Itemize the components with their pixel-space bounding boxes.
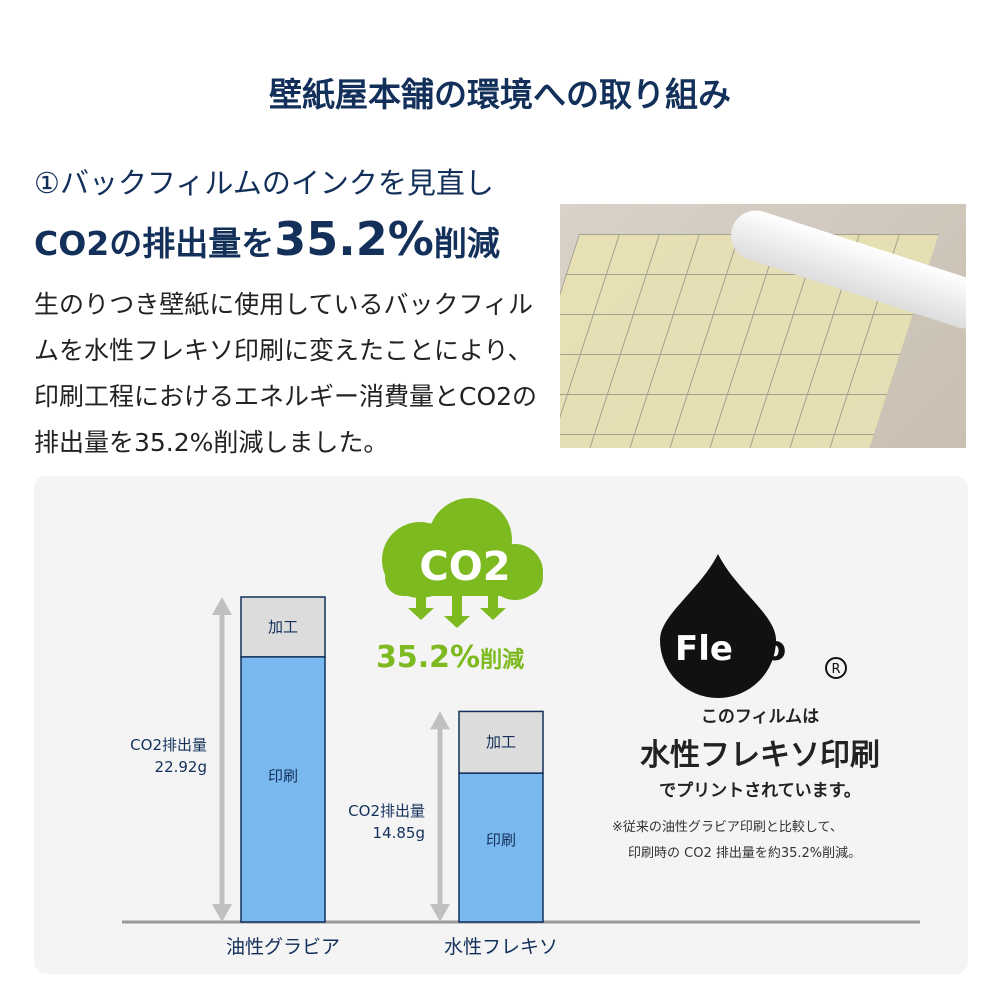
- total-label: CO2排出量 22.92g: [130, 735, 207, 776]
- page-title: 壁紙屋本舗の環境への取り組み: [269, 75, 731, 114]
- heading-percent: 35.2%: [274, 212, 434, 266]
- bar-print: [458, 772, 544, 923]
- arrow-head-up: [430, 711, 450, 730]
- arrow-head-up: [212, 597, 232, 615]
- note-line1: ※従来の油性グラビア印刷と比較して、: [612, 820, 843, 835]
- arrow-head-down: [212, 904, 232, 922]
- category-label: 水性フレキソ: [443, 936, 558, 958]
- flexo-line3: でプリントされています。: [659, 781, 861, 801]
- reduction-label: 35.2%削減: [376, 640, 524, 675]
- svg-text:xo: xo: [741, 629, 786, 669]
- flexo-line1: このフィルムは: [700, 707, 820, 727]
- cloud-text: CO2: [419, 544, 510, 590]
- section-heading: ①バックフィルムのインクを見直し: [34, 166, 494, 200]
- reduction-suffix: 削減: [480, 648, 525, 673]
- category-label: 油性グラビア: [225, 936, 340, 958]
- segment-label-print: 印刷: [485, 831, 516, 850]
- flexo-line2: 水性フレキソ印刷: [640, 738, 880, 773]
- svg-text:Fle: Fle: [675, 629, 733, 669]
- bar-process: [458, 710, 544, 774]
- total-label: CO2排出量 14.85g: [348, 801, 425, 842]
- bar-process: [240, 596, 326, 658]
- flexo-drop-icon: Fle xo R: [660, 554, 847, 698]
- co2-cloud-icon: CO2: [382, 498, 543, 628]
- bar-print: [240, 656, 326, 923]
- svg-text:R: R: [831, 662, 840, 677]
- segment-label-print: 印刷: [267, 767, 298, 786]
- heading-pre: CO2の排出量を: [34, 224, 275, 263]
- film-photo: [560, 204, 966, 448]
- segment-label-process: 加工: [267, 617, 298, 636]
- arrow-head-down: [430, 904, 450, 922]
- segment-label-process: 加工: [485, 733, 516, 752]
- note-line2: 印刷時の CO2 排出量を約35.2%削減。: [628, 846, 862, 861]
- heading-post: 削減: [433, 224, 500, 263]
- body-text: 生のりつき壁紙に使用しているバックフィルムを水性フレキソ印刷に変えたことにより、…: [34, 290, 538, 457]
- section-subheading: CO2の排出量を35.2%削減: [34, 212, 500, 266]
- reduction-value: 35.2%: [376, 640, 481, 675]
